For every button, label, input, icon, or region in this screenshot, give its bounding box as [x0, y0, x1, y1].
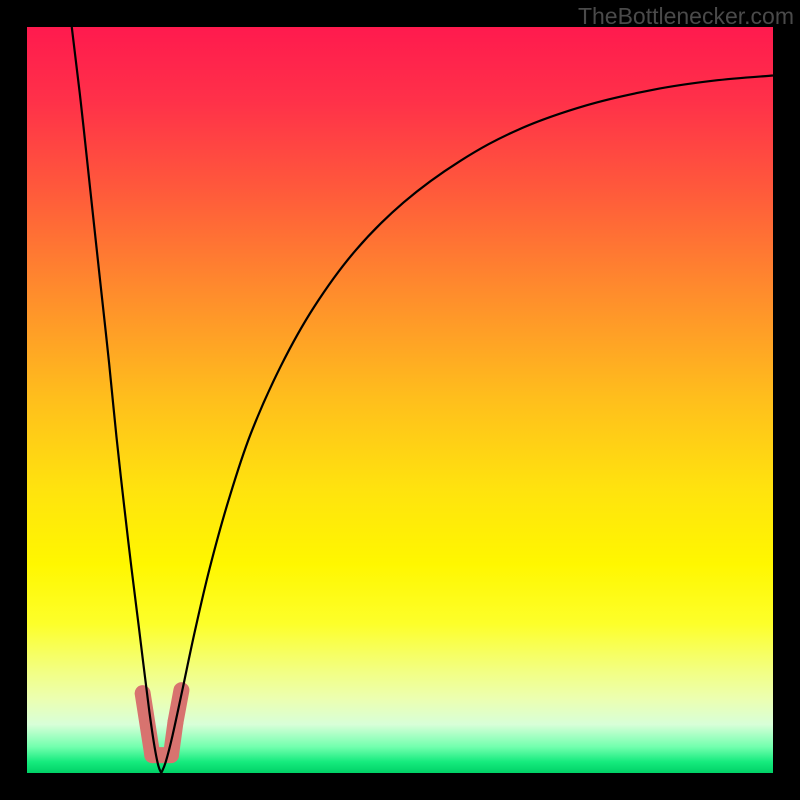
chart-svg: [27, 27, 773, 773]
watermark-text: TheBottlenecker.com: [578, 3, 794, 30]
plot-area: [27, 27, 773, 773]
curve-left-branch: [72, 27, 162, 773]
chart-frame: TheBottlenecker.com: [0, 0, 800, 800]
curve-right-branch: [161, 75, 773, 773]
